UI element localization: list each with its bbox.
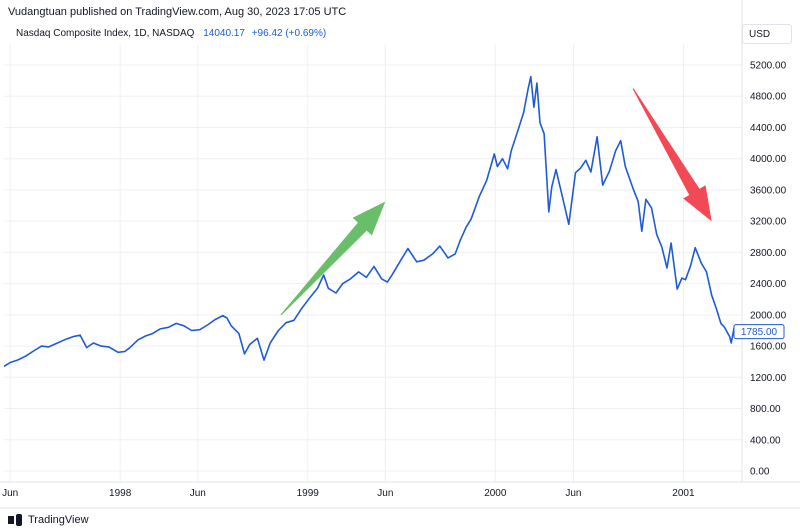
- x-tick-label: Jun: [190, 488, 206, 499]
- last-price: 14040.17: [203, 28, 245, 39]
- x-tick-label: 2000: [484, 488, 507, 499]
- y-tick-label: 4400.00: [750, 123, 787, 134]
- y-tick-label: 800.00: [750, 404, 781, 415]
- y-tick-label: 2800.00: [750, 248, 787, 259]
- uptrend-arrow: [280, 201, 386, 316]
- footer-brand: TradingView: [28, 514, 89, 526]
- y-tick-label: 3200.00: [750, 217, 787, 228]
- x-tick-label: 2001: [672, 488, 695, 499]
- series-legend: Nasdaq Composite Index, 1D, NASDAQ 14040…: [16, 28, 326, 39]
- price-series-line: [3, 75, 737, 368]
- footer: TradingView: [8, 514, 89, 526]
- x-tick-label: 1998: [109, 488, 132, 499]
- y-tick-label: 1200.00: [750, 373, 787, 384]
- y-tick-label: 2000.00: [750, 310, 787, 321]
- symbol-line: Nasdaq Composite Index, 1D, NASDAQ: [16, 28, 195, 39]
- last-value-box: [733, 324, 785, 340]
- y-tick-label: 4000.00: [750, 154, 787, 165]
- tradingview-logo-icon: [8, 514, 22, 526]
- x-tick-label: Jun: [565, 488, 581, 499]
- x-tick-label: 1999: [297, 488, 320, 499]
- y-tick-label: 4800.00: [750, 92, 787, 103]
- y-tick-label: 400.00: [750, 435, 781, 446]
- y-tick-label: 5200.00: [750, 61, 787, 72]
- published-note: Vudangtuan published on TradingView.com,…: [8, 6, 347, 18]
- y-tick-label: 1600.00: [750, 342, 787, 353]
- x-tick-label: Jun: [377, 488, 393, 499]
- y-tick-label: 2400.00: [750, 279, 787, 290]
- y-tick-label: 0.00: [750, 467, 770, 478]
- downtrend-arrow: [632, 88, 712, 222]
- y-tick-label: 3600.00: [750, 185, 787, 196]
- price-change: +96.42 (+0.69%): [251, 28, 327, 39]
- x-tick-label: Jun: [2, 488, 18, 499]
- last-value-label: 1785.00: [741, 327, 778, 338]
